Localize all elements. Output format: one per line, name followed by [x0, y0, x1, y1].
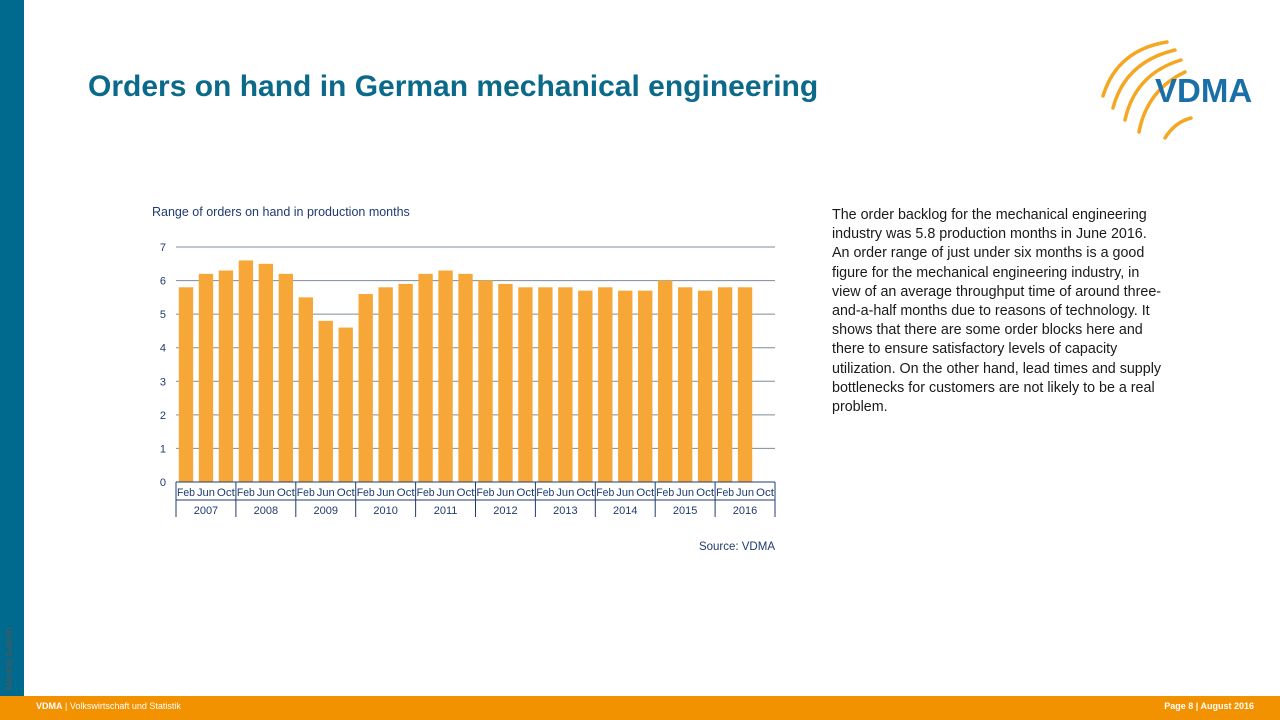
bar [218, 270, 234, 482]
x-month-label: Feb [417, 487, 435, 499]
bar [358, 294, 373, 482]
bar [598, 287, 613, 482]
x-month-label: Feb [297, 487, 315, 499]
bar [657, 280, 673, 482]
x-year-label: 2011 [434, 505, 458, 517]
bar [418, 273, 433, 482]
chart-description: The order backlog for the mechanical eng… [832, 207, 1162, 416]
x-month-label: Feb [656, 487, 674, 499]
y-tick-label: 7 [160, 242, 166, 254]
y-tick-label: 6 [160, 276, 166, 288]
x-month-label: Jun [317, 487, 335, 499]
bar [438, 270, 453, 482]
x-month-label: Jun [676, 487, 694, 499]
bar [478, 280, 493, 482]
footer-brand: VDMA [36, 701, 63, 711]
logo-text: VDMA [1155, 72, 1253, 109]
x-month-label: Oct [397, 487, 415, 499]
y-tick-label: 0 [160, 477, 166, 489]
x-year-label: 2016 [733, 505, 757, 517]
chart-source: Source: VDMA [699, 541, 775, 553]
page-title: Orders on hand in German mechanical engi… [88, 70, 819, 103]
x-year-label: 2009 [314, 505, 338, 517]
bar [178, 287, 194, 482]
x-month-label: Jun [616, 487, 634, 499]
y-tick-label: 2 [160, 410, 166, 422]
x-month-label: Oct [337, 487, 355, 499]
x-year-label: 2008 [254, 505, 278, 517]
x-month-label: Feb [477, 487, 495, 499]
x-year-label: 2007 [194, 505, 218, 517]
bar [498, 283, 513, 482]
bar [378, 287, 393, 482]
bar [198, 273, 214, 482]
bar [717, 287, 733, 482]
vdma-logo-icon [1101, 40, 1193, 140]
bar [238, 260, 254, 482]
bar [338, 327, 353, 482]
x-month-label: Jun [496, 487, 514, 499]
footer-page: Page 8 | August 2016 [1164, 701, 1254, 711]
bar [398, 283, 413, 482]
x-month-label: Jun [197, 487, 215, 499]
side-accent-bar [0, 0, 24, 696]
x-month-label: Oct [576, 487, 594, 499]
bar [638, 290, 653, 482]
x-year-label: 2014 [613, 505, 637, 517]
x-month-label: Jun [437, 487, 455, 499]
x-month-label: Feb [716, 487, 734, 499]
x-month-label: Feb [596, 487, 614, 499]
chart-title: Range of orders on hand in production mo… [152, 205, 410, 219]
bar [518, 287, 533, 482]
x-month-label: Feb [177, 487, 195, 499]
bar [558, 287, 573, 482]
x-month-label: Oct [457, 487, 475, 499]
side-label: Monthly bulletin [4, 627, 14, 690]
bar [258, 263, 274, 482]
x-month-label: Oct [636, 487, 654, 499]
y-tick-label: 3 [160, 376, 166, 388]
x-month-label: Oct [217, 487, 235, 499]
x-month-label: Jun [736, 487, 754, 499]
bar [677, 287, 693, 482]
bar [298, 297, 313, 482]
x-month-label: Jun [556, 487, 574, 499]
x-year-label: 2013 [553, 505, 577, 517]
x-year-label: 2010 [373, 505, 397, 517]
bar [737, 287, 753, 482]
bar [278, 273, 294, 482]
x-month-label: Feb [237, 487, 255, 499]
x-year-label: 2012 [493, 505, 517, 517]
x-month-label: Feb [536, 487, 554, 499]
bar [578, 290, 593, 482]
footer-dept: | Volkswirtschaft und Statistik [65, 701, 181, 711]
x-month-label: Oct [277, 487, 295, 499]
footer-bar: VDMA | Volkswirtschaft und Statistik Pag… [0, 696, 1280, 720]
x-month-label: Oct [696, 487, 714, 499]
y-tick-label: 5 [160, 309, 166, 321]
x-month-label: Oct [756, 487, 774, 499]
bar [458, 273, 473, 482]
x-month-label: Feb [357, 487, 375, 499]
bar [318, 320, 333, 482]
x-month-label: Jun [257, 487, 275, 499]
y-tick-label: 1 [160, 443, 166, 455]
bar [697, 290, 713, 482]
footer-left: VDMA | Volkswirtschaft und Statistik [36, 701, 181, 711]
x-year-label: 2015 [673, 505, 697, 517]
bar [538, 287, 553, 482]
x-month-label: Jun [377, 487, 395, 499]
x-month-label: Oct [516, 487, 534, 499]
bar [618, 290, 633, 482]
y-tick-label: 4 [160, 343, 166, 355]
orders-bar-chart: Range of orders on hand in production mo… [152, 205, 776, 553]
